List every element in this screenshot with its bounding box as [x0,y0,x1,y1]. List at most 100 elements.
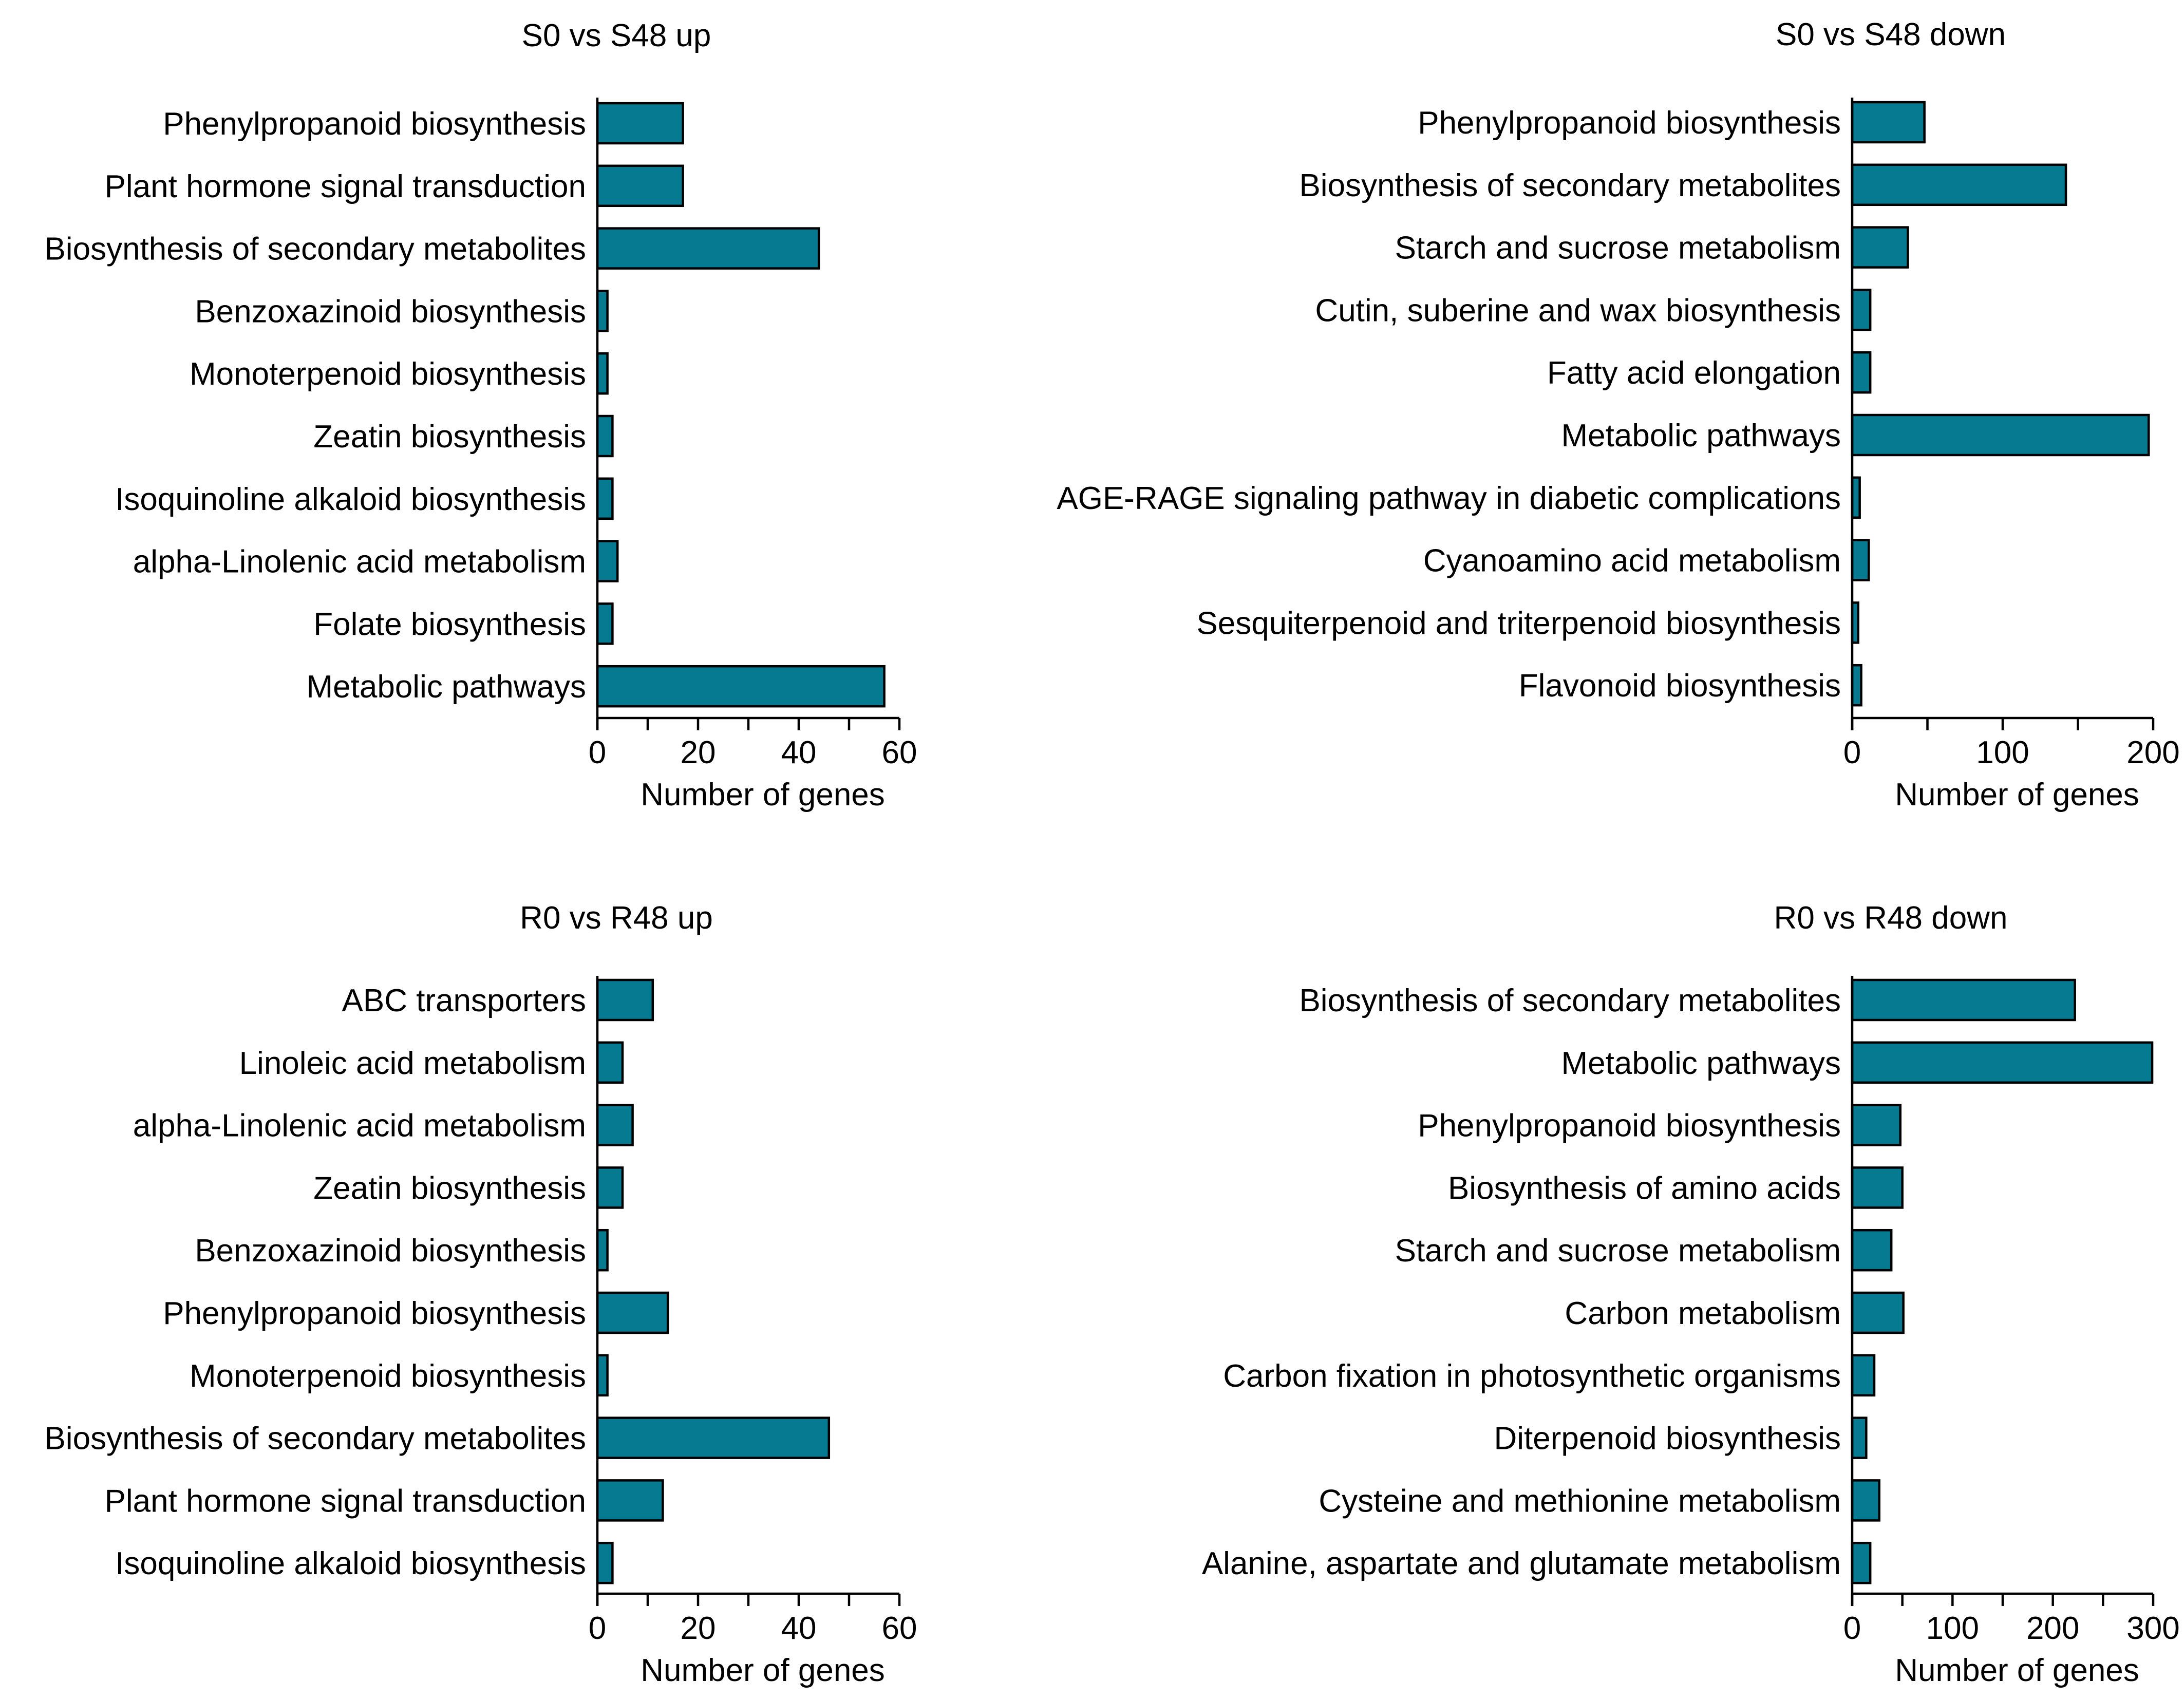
bar [596,1291,669,1334]
chart-title: S0 vs S48 up [522,18,711,53]
category-label: Biosynthesis of secondary metabolites [1299,168,1841,203]
bar [596,1104,634,1146]
bar [596,978,654,1022]
category-label: Metabolic pathways [307,669,587,705]
bar [596,1354,609,1397]
x-tick-label: 20 [681,1611,716,1646]
bar [596,1166,624,1209]
category-label: Fatty acid elongation [1547,355,1841,391]
category-label: Starch and sucrose metabolism [1395,1233,1841,1269]
x-axis-label: Number of genes [1895,777,2139,813]
category-label: Metabolic pathways [1561,418,1841,454]
category-label: Phenylpropanoid biosynthesis [163,1296,586,1331]
x-tick-label: 40 [781,735,817,770]
category-label: Diterpenoid biosynthesis [1494,1421,1841,1457]
x-tick-label: 40 [781,1611,817,1646]
bar [1851,289,1872,331]
category-label: Alanine, aspartate and glutamate metabol… [1202,1546,1841,1581]
bar [596,164,684,207]
bar [596,477,614,520]
bar [1851,101,1926,144]
bar [596,1479,664,1522]
bar [1851,978,2076,1022]
category-label: Biosynthesis of secondary metabolites [1299,983,1841,1018]
category-label: AGE-RAGE signaling pathway in diabetic c… [1057,481,1841,516]
category-label: ABC transporters [342,983,586,1018]
category-label: Cyanoamino acid metabolism [1423,543,1841,579]
x-tick-label: 0 [1843,735,1861,770]
bar [596,352,609,395]
chart-title: R0 vs R48 up [520,900,713,936]
x-tick-label: 0 [589,1611,606,1646]
x-tick-label: 20 [681,735,716,770]
x-axis-label: Number of genes [1895,1653,2139,1688]
category-label: Cutin, suberine and wax biosynthesis [1315,293,1841,328]
category-label: Zeatin biosynthesis [313,1170,586,1206]
category-label: Benzoxazinoid biosynthesis [195,1233,586,1269]
bar [596,290,609,332]
x-tick-label: 0 [1843,1611,1861,1646]
bar [596,414,614,458]
category-label: Sesquiterpenoid and triterpenoid biosynt… [1196,606,1841,641]
chart-title: S0 vs S48 down [1776,17,2006,52]
category-label: alpha-Linolenic acid metabolism [133,1108,586,1144]
bar [596,1041,624,1084]
bar [596,1541,614,1584]
bar [1851,1291,1905,1334]
x-tick-label: 100 [1926,1611,1979,1646]
x-tick-label: 0 [589,735,606,770]
category-label: Folate biosynthesis [313,607,586,642]
x-axis-label: Number of genes [641,1653,885,1688]
bar [1851,664,1862,707]
bar [596,227,820,270]
category-label: Biosynthesis of amino acids [1448,1170,1841,1206]
bar [596,1416,831,1459]
category-label: Phenylpropanoid biosynthesis [163,106,586,142]
bar [1851,1416,1868,1459]
chart-panel: R0 vs R48 up ABC transporters Linoleic aci… [44,900,917,1688]
x-tick-label: 60 [882,1611,917,1646]
category-label: Carbon fixation in photosynthetic organi… [1223,1358,1841,1394]
bar [596,102,684,145]
category-label: Benzoxazinoid biosynthesis [195,294,586,329]
bar [1851,226,1909,269]
bar [1851,1041,2154,1084]
bar [1851,413,2150,457]
x-tick-label: 200 [2026,1611,2079,1646]
bar [1851,1479,1880,1522]
category-label: Biosynthesis of secondary metabolites [44,1421,586,1457]
x-tick-label: 60 [882,735,917,770]
bar [596,665,886,708]
bar [1851,1166,1904,1209]
category-label: Linoleic acid metabolism [239,1046,586,1081]
category-label: Biosynthesis of secondary metabolites [44,232,586,267]
category-label: Starch and sucrose metabolism [1395,231,1841,266]
chart-panel: R0 vs R48 down Biosynthesis of secondary … [1202,900,2180,1688]
x-tick-label: 100 [1976,735,2029,770]
bar [596,540,619,582]
category-label: Plant hormone signal transduction [105,1483,586,1519]
chart-title: R0 vs R48 down [1774,900,2008,936]
category-label: Flavonoid biosynthesis [1519,668,1841,704]
chart-panel: S0 vs S48 up Phenylpropanoid biosynthesis… [44,18,917,813]
category-label: Carbon metabolism [1565,1296,1841,1331]
bar [1851,163,2067,206]
category-label: alpha-Linolenic acid metabolism [133,544,586,580]
category-label: Monoterpenoid biosynthesis [190,356,586,392]
category-label: Metabolic pathways [1561,1046,1841,1081]
category-label: Phenylpropanoid biosynthesis [1418,105,1841,141]
bar [1851,1104,1902,1146]
category-label: Cysteine and methionine metabolism [1319,1483,1841,1519]
bar [1851,351,1872,394]
bar [1851,1354,1876,1397]
bar [1851,1229,1893,1272]
category-label: Monoterpenoid biosynthesis [190,1358,586,1394]
bar [596,602,614,645]
category-label: Zeatin biosynthesis [313,419,586,455]
bar [1851,539,1870,581]
category-label: Plant hormone signal transduction [105,169,586,204]
category-label: Isoquinoline alkaloid biosynthesis [115,1546,586,1581]
x-axis-label: Number of genes [641,777,885,813]
